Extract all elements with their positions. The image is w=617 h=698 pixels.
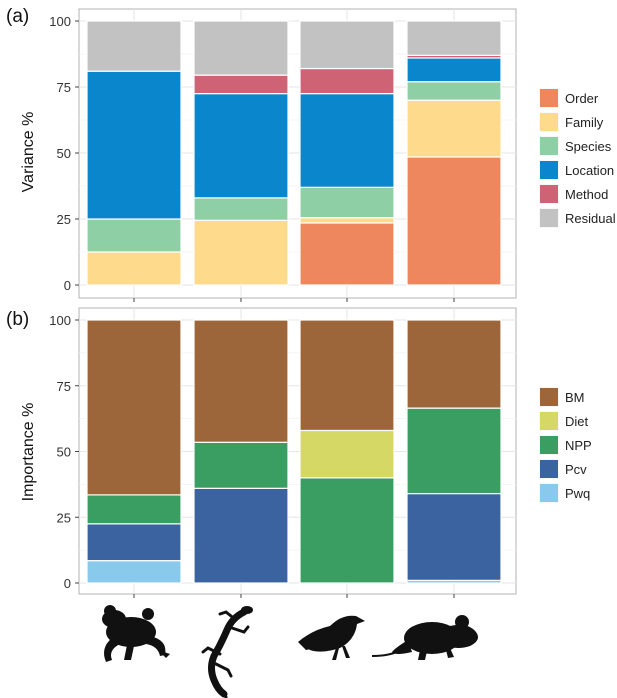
panel-b-label: (b) <box>6 309 29 330</box>
legend-label-pcv: Pcv <box>565 462 587 477</box>
bar-segment-mouse-order <box>406 156 502 286</box>
panel-a-plot: 0 25 50 75 100 <box>49 8 517 302</box>
bar-segment-mouse-bm <box>406 319 502 409</box>
legend-swatch-diet <box>540 412 558 430</box>
y-tick-label: 25 <box>57 510 71 525</box>
panel-a-ylabel: Variance % <box>20 112 37 193</box>
bar-segment-frog-bm <box>86 319 182 496</box>
legend-swatch-npp <box>540 436 558 454</box>
legend-swatch-bm <box>540 388 558 406</box>
bar-segment-mouse-family <box>406 99 502 158</box>
legend-label-location: Location <box>565 163 614 178</box>
bar-segment-lizard-bm <box>193 319 289 443</box>
mouse-silhouette-icon <box>371 615 478 660</box>
panel-b-plot: 0 25 50 75 100 <box>49 307 517 598</box>
bar-segment-frog-species <box>86 218 182 253</box>
bar-segment-mouse-npp <box>406 407 502 495</box>
bird-silhouette-icon <box>298 615 365 660</box>
legend-swatch-method <box>540 185 558 203</box>
bar-segment-bird-npp <box>299 477 395 584</box>
legend-label-npp: NPP <box>565 438 592 453</box>
legend-label-residual: Residual <box>565 211 616 226</box>
bar-segment-lizard-species <box>193 197 289 221</box>
bar-segment-bird-residual <box>299 20 395 70</box>
bar-segment-bird-bm <box>299 319 395 432</box>
y-tick-label: 100 <box>49 14 71 29</box>
lizard-silhouette-icon <box>201 606 253 698</box>
legend-label-family: Family <box>565 115 604 130</box>
bar-segment-lizard-npp <box>193 441 289 489</box>
bar-segment-frog-family <box>86 251 182 286</box>
legend-swatch-residual <box>540 209 558 227</box>
legend-label-species: Species <box>565 139 612 154</box>
legend-swatch-pcv <box>540 460 558 478</box>
legend-label-pwq: Pwq <box>565 486 590 501</box>
bar-segment-bird-method <box>299 67 395 95</box>
bar-segment-bird-species <box>299 186 395 219</box>
y-tick-label: 75 <box>57 80 71 95</box>
y-tick-label: 75 <box>57 379 71 394</box>
y-tick-label: 50 <box>57 146 71 161</box>
legend-label-bm: BM <box>565 390 585 405</box>
panel-b-legend: BM Diet NPP Pcv Pwq <box>538 386 592 504</box>
legend-label-order: Order <box>565 91 599 106</box>
bar-segment-frog-residual <box>86 20 182 72</box>
y-tick-label: 50 <box>57 445 71 460</box>
y-tick-label: 0 <box>64 278 71 293</box>
bar-segment-mouse-species <box>406 81 502 101</box>
bar-segment-frog-pwq <box>86 560 182 584</box>
legend-label-method: Method <box>565 187 608 202</box>
panel-a-legend: Order Family Species Location Method Residual <box>538 87 616 229</box>
legend-label-diet: Diet <box>565 414 589 429</box>
legend-swatch-order <box>540 89 558 107</box>
bar-segment-lizard-residual <box>193 20 289 76</box>
panel-a-label: (a) <box>6 6 29 27</box>
frog-silhouette-icon <box>102 605 170 662</box>
y-tick-label: 100 <box>49 313 71 328</box>
bar-segment-lizard-pcv <box>193 487 289 584</box>
bar-segment-frog-pcv <box>86 523 182 562</box>
bar-segment-lizard-method <box>193 74 289 95</box>
bar-segment-lizard-location <box>193 92 289 199</box>
bar-segment-bird-location <box>299 92 395 188</box>
bar-segment-frog-npp <box>86 494 182 525</box>
bar-segment-frog-location <box>86 70 182 220</box>
y-tick-label: 25 <box>57 212 71 227</box>
bar-segment-bird-family <box>299 217 395 224</box>
legend-swatch-family <box>540 113 558 131</box>
bar-segment-mouse-residual <box>406 20 502 56</box>
bar-segment-bird-order <box>299 222 395 286</box>
bar-segment-lizard-family <box>193 219 289 286</box>
legend-swatch-pwq <box>540 484 558 502</box>
bar-segment-bird-diet <box>299 429 395 479</box>
y-tick-label: 0 <box>64 576 71 591</box>
legend-swatch-location <box>540 161 558 179</box>
bar-segment-mouse-location <box>406 57 502 83</box>
legend-swatch-species <box>540 137 558 155</box>
bar-segment-mouse-pcv <box>406 492 502 581</box>
panel-b-ylabel: Importance % <box>20 403 37 502</box>
